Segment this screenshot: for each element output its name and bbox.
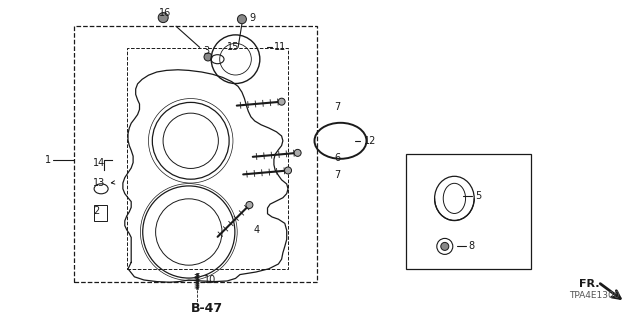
Text: 1: 1 xyxy=(45,155,51,165)
Text: 14: 14 xyxy=(93,157,105,168)
Circle shape xyxy=(204,53,212,61)
Text: FR.: FR. xyxy=(579,279,600,289)
Text: 4: 4 xyxy=(253,225,260,236)
Text: B-47: B-47 xyxy=(191,302,223,315)
Text: 2: 2 xyxy=(93,205,99,216)
Bar xyxy=(127,48,288,269)
Text: TPA4E1300: TPA4E1300 xyxy=(570,291,620,300)
Circle shape xyxy=(246,202,253,209)
Text: 16: 16 xyxy=(159,8,171,18)
Text: 7: 7 xyxy=(334,170,340,180)
Bar xyxy=(95,205,108,221)
Text: 9: 9 xyxy=(250,12,256,23)
Text: 13: 13 xyxy=(93,178,105,188)
Bar xyxy=(74,26,317,282)
Bar xyxy=(406,154,531,269)
Text: 15: 15 xyxy=(227,42,239,52)
Circle shape xyxy=(158,12,168,23)
Circle shape xyxy=(285,167,292,174)
Circle shape xyxy=(278,98,285,105)
Text: 11: 11 xyxy=(274,42,286,52)
Circle shape xyxy=(237,15,246,24)
Circle shape xyxy=(294,149,301,156)
Circle shape xyxy=(441,243,449,250)
Text: 10: 10 xyxy=(204,275,216,285)
Text: 6: 6 xyxy=(334,153,340,163)
Text: 8: 8 xyxy=(468,241,475,252)
Text: 7: 7 xyxy=(334,101,340,112)
Text: 12: 12 xyxy=(364,136,376,146)
Text: 3: 3 xyxy=(204,46,210,56)
Text: 5: 5 xyxy=(475,191,481,201)
